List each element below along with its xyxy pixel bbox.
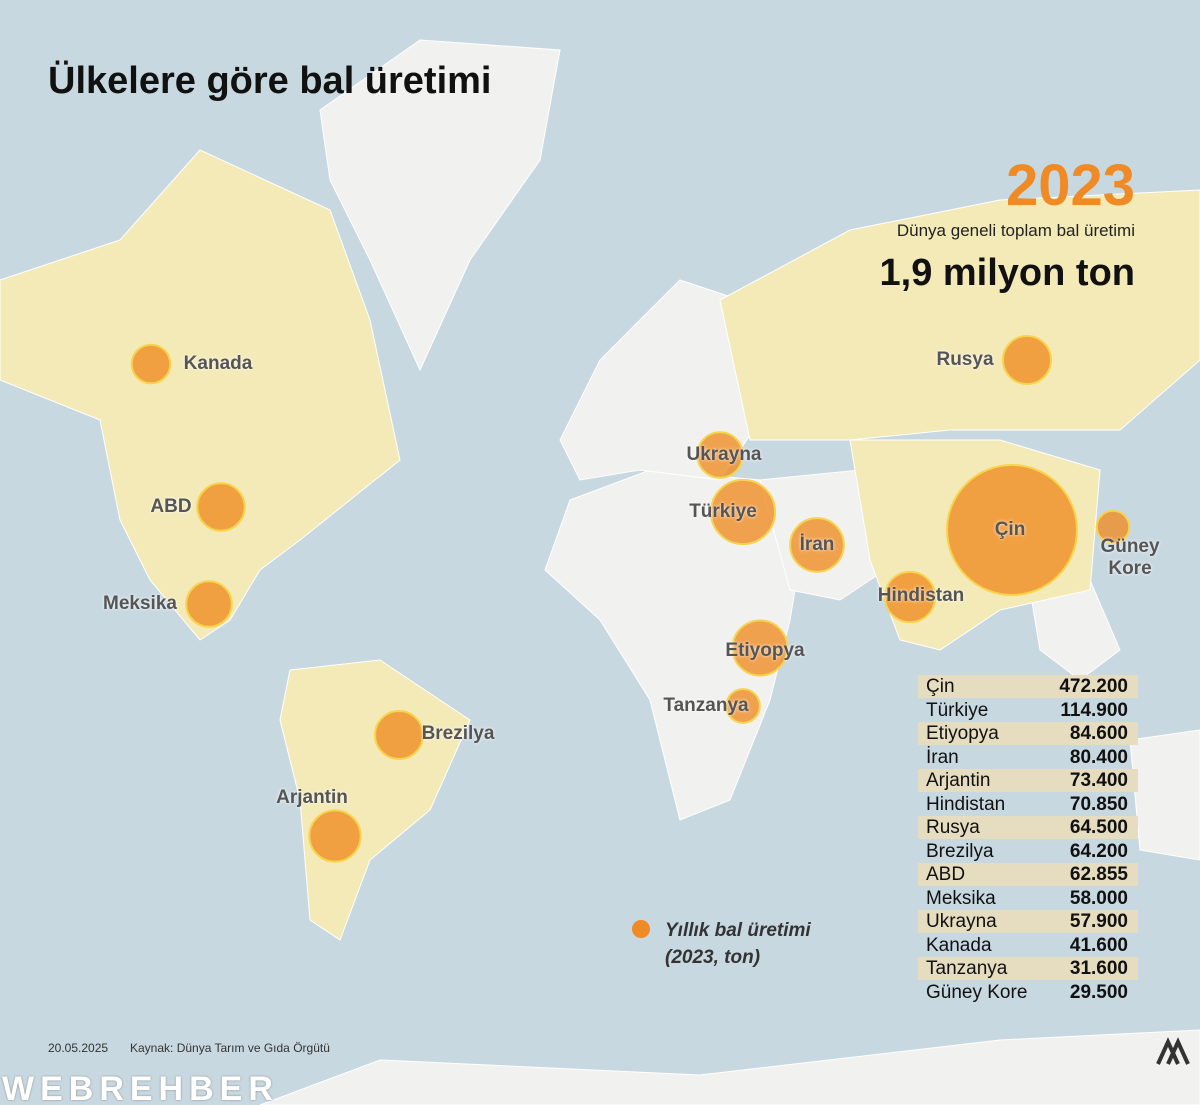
table-row: Tanzanya 31.600	[918, 957, 1138, 980]
map-label: Ukrayna	[686, 444, 762, 465]
table-row: Brezilya 64.200	[918, 840, 1138, 863]
map-label: Tanzanya	[663, 695, 749, 716]
map-label: İran	[799, 534, 835, 555]
map-label: Meksika	[103, 593, 177, 614]
map-label: Çin	[994, 519, 1026, 540]
country-name: Brezilya	[926, 840, 994, 862]
country-value: 70.850	[1069, 793, 1128, 815]
country-name: Arjantin	[926, 770, 991, 791]
map-label: Hindistan	[877, 585, 965, 606]
map-label: ABD	[150, 496, 192, 517]
table-row: ABD 62.855	[918, 863, 1138, 886]
map-label: Türkiye	[689, 501, 757, 522]
country-value: 114.900	[1060, 699, 1128, 721]
country-name: Ukrayna	[926, 911, 997, 932]
country-name: Rusya	[926, 817, 980, 838]
russia	[719, 189, 1200, 441]
country-value: 29.500	[1069, 981, 1128, 1003]
map-label: Kanada	[183, 353, 253, 374]
source: Kaynak: Dünya Tarım ve Gıda Örgütü	[130, 1041, 330, 1055]
map-label: Brezilya	[421, 723, 495, 744]
country-value: 57.900	[1069, 911, 1128, 932]
country-value: 62.855	[1069, 864, 1128, 885]
table-row: Hindistan 70.850	[918, 793, 1138, 816]
map-label: Arjantin	[276, 787, 348, 808]
watermark: WEBREHBER	[2, 1070, 279, 1105]
country-name: Güney Kore	[926, 981, 1028, 1003]
country-value: 472.200	[1059, 676, 1128, 697]
table-row: Güney Kore 29.500	[918, 981, 1138, 1004]
country-value: 64.500	[1069, 817, 1128, 838]
country-value: 84.600	[1069, 723, 1128, 744]
subtitle: Dünya geneli toplam bal üretimi	[896, 221, 1135, 240]
country-value: 31.600	[1069, 958, 1128, 979]
legend-swatch	[632, 920, 650, 938]
country-name: ABD	[926, 864, 966, 885]
antarctica	[259, 1029, 1200, 1105]
total: 1,9 milyon ton	[879, 252, 1135, 294]
australia	[1129, 729, 1200, 861]
country-value: 41.600	[1069, 934, 1128, 956]
greenland	[319, 39, 561, 372]
legend-text: Yıllık bal üretimi	[665, 920, 811, 941]
table-row: Türkiye 114.900	[918, 699, 1138, 722]
north-america	[0, 149, 401, 641]
table-row: Arjantin 73.400	[918, 769, 1138, 792]
table-row: Rusya 64.500	[918, 816, 1138, 839]
country-value: 58.000	[1069, 887, 1128, 909]
date: 20.05.2025	[48, 1041, 109, 1055]
table-row: Çin 472.200	[918, 675, 1138, 698]
country-name: Çin	[926, 676, 955, 697]
table-row: Meksika 58.000	[918, 887, 1138, 910]
title: Ülkelere göre bal üretimi	[48, 60, 492, 102]
table-row: İran 80.400	[918, 746, 1138, 769]
legend-text: (2023, ton)	[665, 947, 761, 968]
country-name: Kanada	[926, 934, 992, 956]
country-name: Etiyopya	[926, 723, 999, 744]
country-value: 80.400	[1069, 746, 1128, 768]
map-label: Rusya	[936, 349, 994, 370]
country-value: 64.200	[1069, 840, 1128, 862]
country-name: İran	[926, 746, 959, 768]
table-row: Etiyopya 84.600	[918, 722, 1138, 745]
country-name: Hindistan	[926, 793, 1006, 815]
year: 2023	[1005, 153, 1135, 218]
table-row: Ukrayna 57.900	[918, 910, 1138, 933]
map-label: Güney Kore	[1100, 536, 1160, 579]
country-name: Meksika	[926, 887, 996, 909]
map-label: Etiyopya	[725, 640, 805, 661]
country-name: Türkiye	[926, 699, 989, 721]
country-value: 73.400	[1069, 770, 1128, 791]
country-name: Tanzanya	[926, 958, 1008, 979]
table-row: Kanada 41.600	[918, 934, 1138, 957]
